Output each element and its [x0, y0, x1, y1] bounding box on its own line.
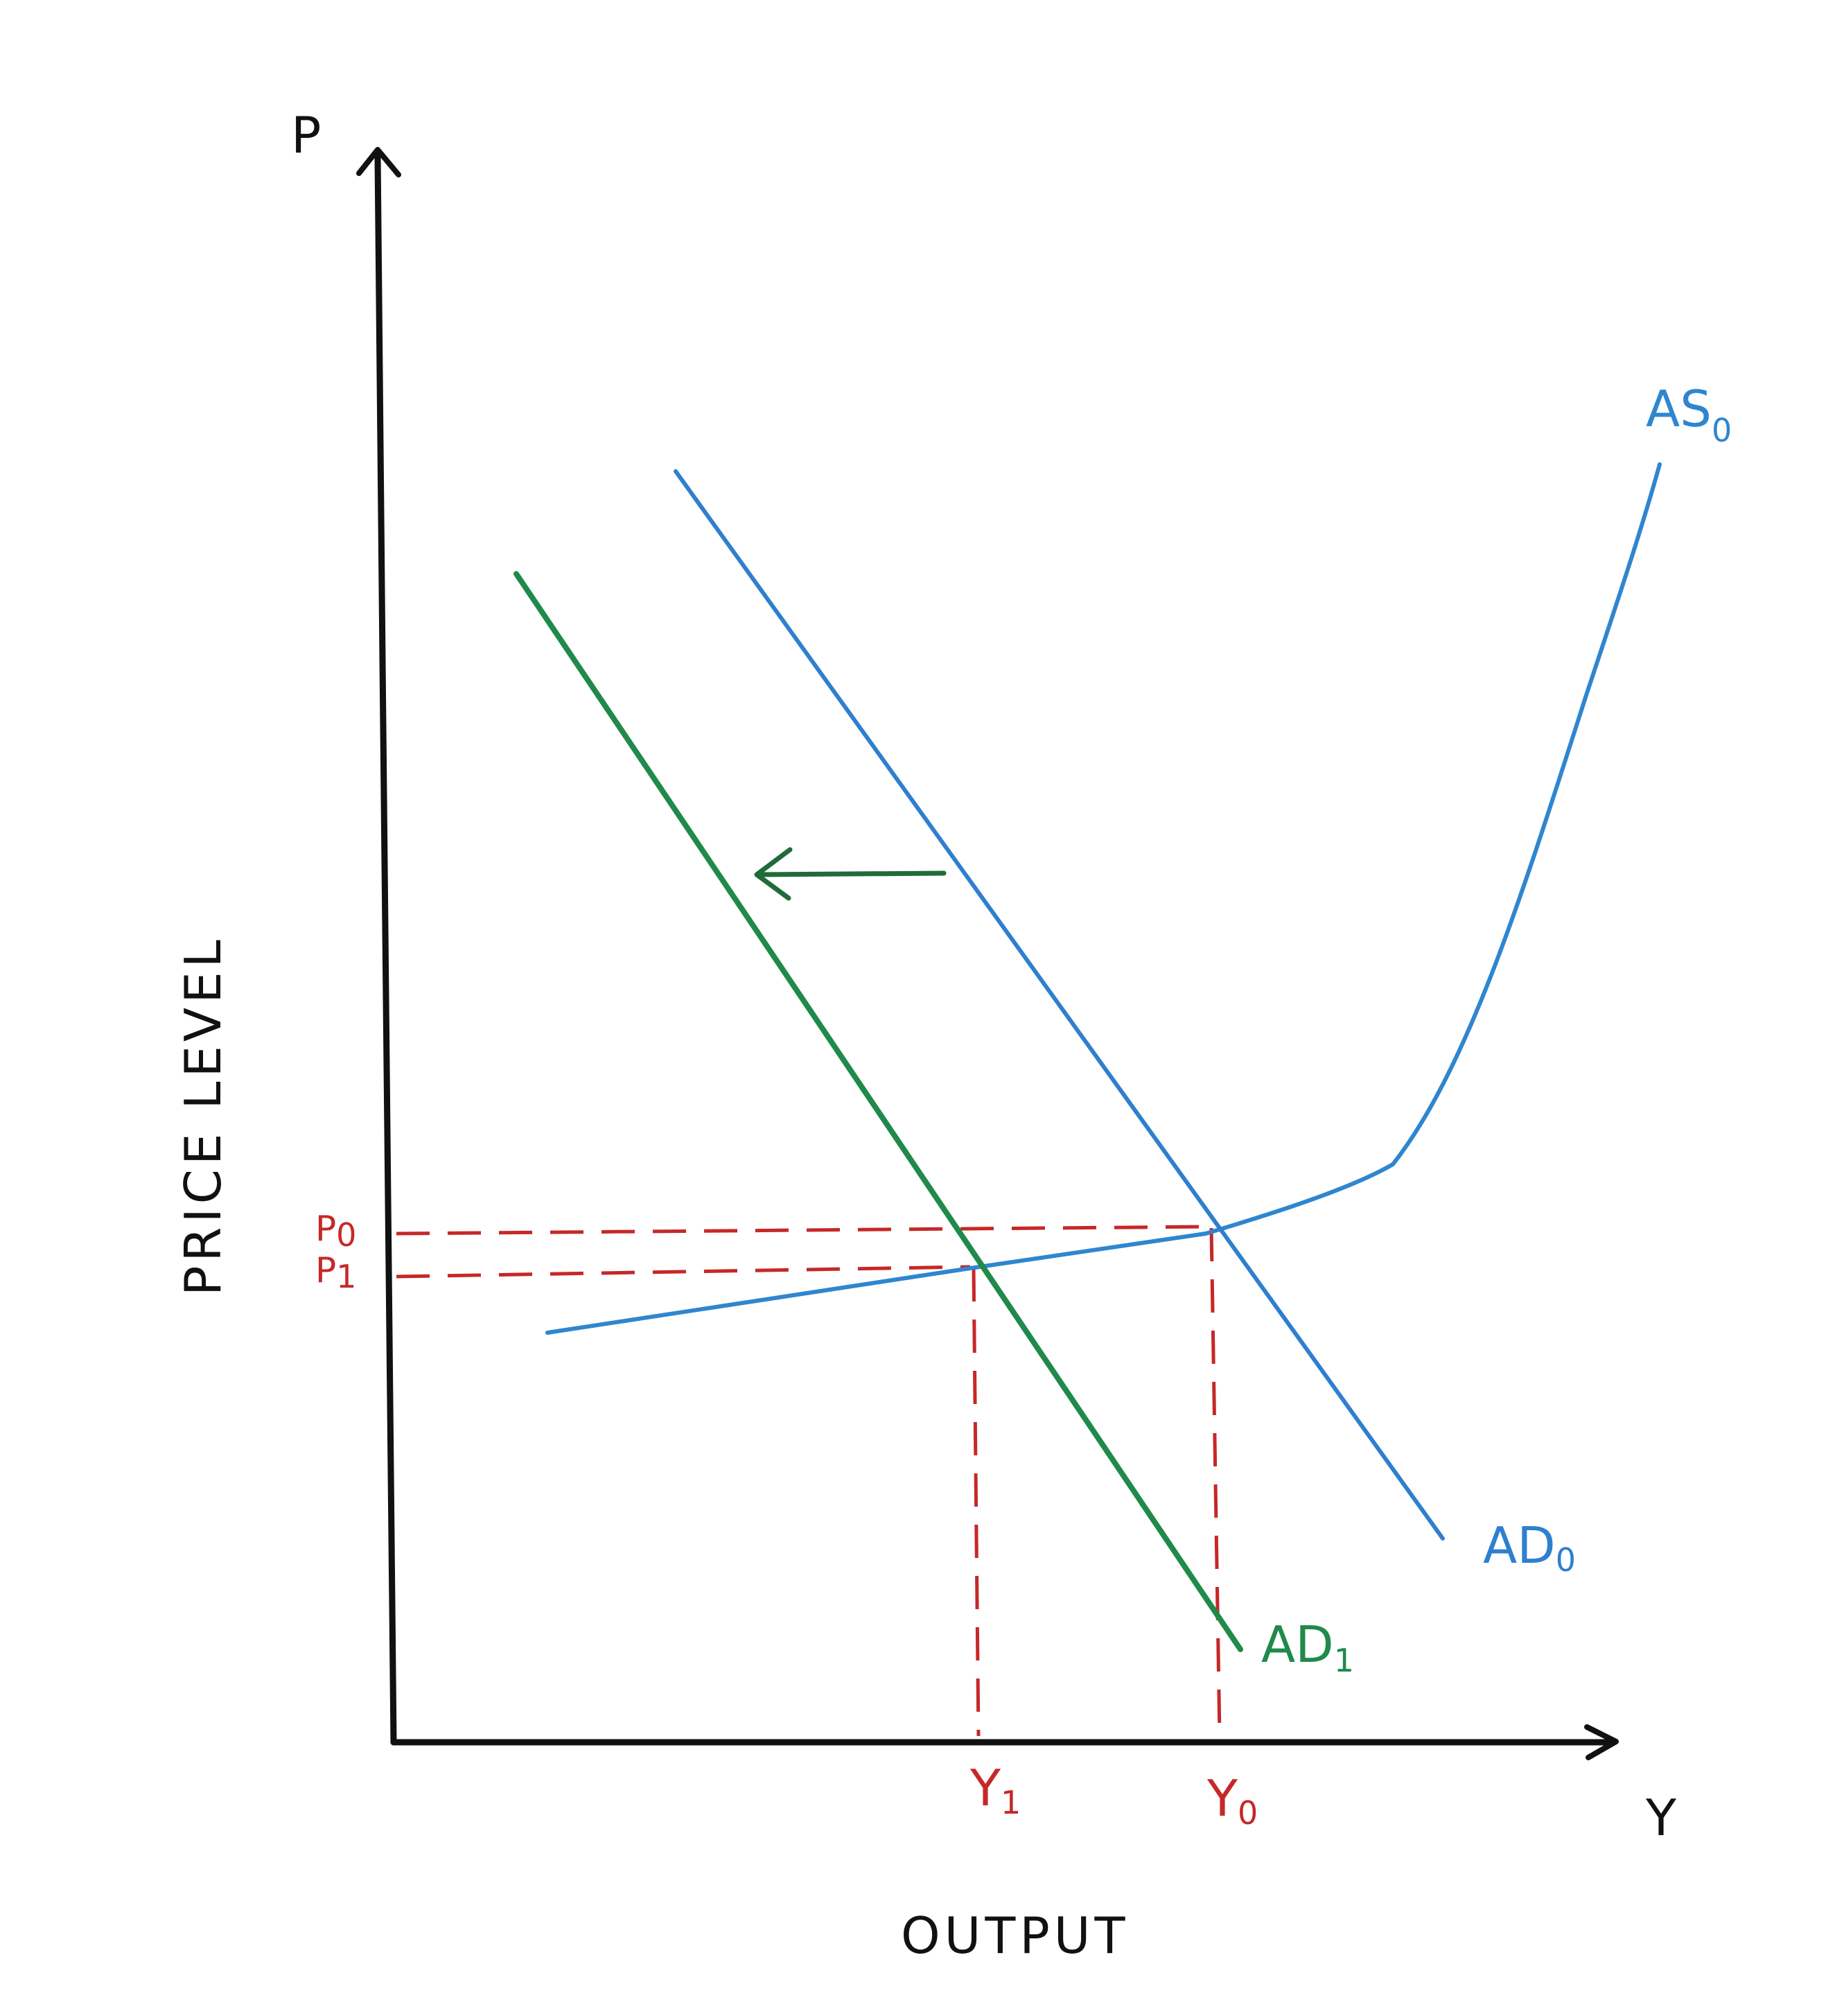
ad1-label-sub: 1: [1334, 1642, 1354, 1679]
p1-label-base: P: [315, 1250, 336, 1290]
p1-label-sub: 1: [336, 1258, 356, 1295]
axes: [356, 147, 1619, 1760]
y1-label: Y1: [969, 1759, 1021, 1821]
y0-guide-line: [1209, 1227, 1222, 1737]
shift-arrow-head: [754, 847, 793, 901]
shift-arrow: [754, 847, 947, 901]
shift-arrow-shaft: [756, 870, 947, 877]
as0-label-sub: 0: [1712, 412, 1732, 449]
y1-guide-line: [972, 1268, 981, 1737]
ad0-curve: [674, 469, 1445, 1541]
y-axis-arrowhead: [356, 147, 401, 177]
y0-label: Y0: [1206, 1769, 1258, 1832]
as0-label-base: AS: [1646, 380, 1712, 438]
ad0-label-sub: 0: [1556, 1541, 1576, 1579]
y-axis-symbol: P: [291, 106, 321, 164]
guide-lines: [396, 1225, 1222, 1737]
p0-label-base: P: [315, 1209, 336, 1249]
p1-label: P1: [315, 1250, 356, 1295]
x-axis-arrowhead: [1584, 1724, 1619, 1760]
y1-label-sub: 1: [1001, 1784, 1021, 1821]
p1-guide-line: [396, 1265, 971, 1279]
ad1-label: AD1: [1261, 1615, 1354, 1679]
curves: [513, 462, 1662, 1652]
ad1-curve: [513, 571, 1243, 1652]
x-axis-symbol: Y: [1645, 1789, 1677, 1847]
y-axis-title: PRICE LEVEL: [174, 936, 232, 1296]
p0-label-sub: 0: [336, 1216, 356, 1254]
ad1-label-base: AD: [1261, 1615, 1334, 1674]
y1-label-base: Y: [969, 1759, 1001, 1817]
p0-label: P0: [315, 1209, 356, 1254]
as0-curve: [545, 462, 1662, 1335]
y-axis: [374, 153, 397, 1746]
x-axis-title: OUTPUT: [901, 1907, 1129, 1965]
p0-guide-line: [396, 1225, 1212, 1236]
y0-label-base: Y: [1206, 1769, 1238, 1827]
ad0-label-base: AD: [1483, 1516, 1556, 1575]
as0-label: AS0: [1646, 380, 1732, 449]
ad0-label: AD0: [1483, 1516, 1576, 1579]
y0-label-sub: 0: [1238, 1794, 1258, 1832]
